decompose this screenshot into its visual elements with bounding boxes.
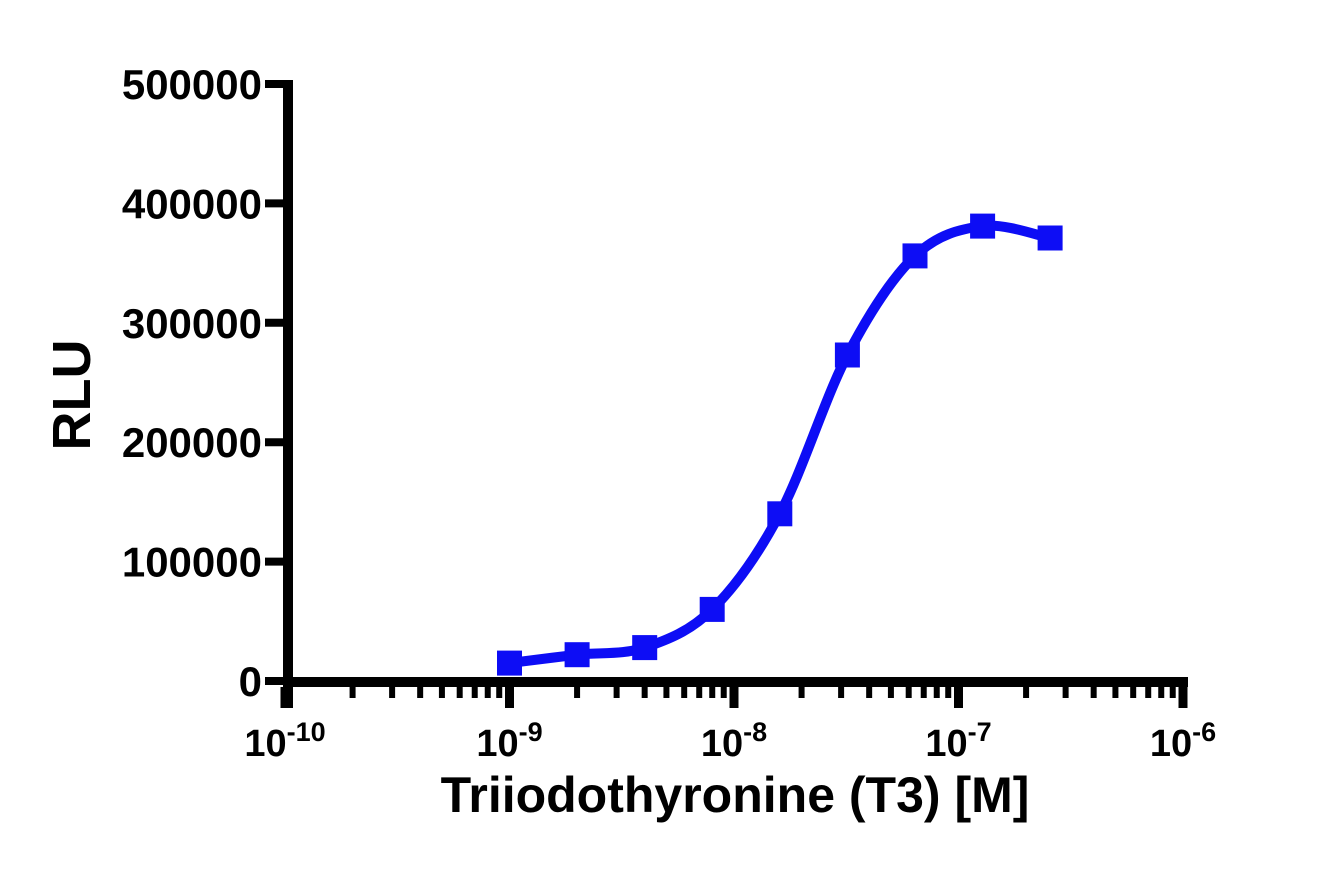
- x-tick-label: 10-8: [701, 717, 767, 765]
- fit-curve: [504, 220, 1056, 669]
- data-point-marker: [834, 342, 860, 368]
- x-axis-title: Triiodothyronine (T3) [M]: [441, 767, 1030, 823]
- x-tick-exponent: -8: [743, 717, 767, 747]
- x-tick-label: 10-7: [925, 717, 991, 765]
- y-tick-label: 100000: [122, 539, 262, 586]
- axes: [283, 80, 1188, 708]
- data-point-marker: [902, 243, 928, 269]
- data-point-marker: [632, 635, 658, 661]
- y-tick-label: 400000: [122, 180, 262, 227]
- y-axis-title: RLU: [42, 340, 102, 451]
- x-tick-exponent: -10: [287, 717, 326, 747]
- y-tick-label: 200000: [122, 419, 262, 466]
- y-axis-tick-labels: 0 100000 200000 300000 400000 500000: [122, 61, 262, 705]
- data-series: [497, 213, 1063, 676]
- x-tick-label: 10-10: [244, 717, 325, 765]
- x-tick-label: 10-6: [1150, 717, 1216, 765]
- y-tick-label: 0: [239, 658, 262, 705]
- x-tick-exponent: -9: [519, 717, 543, 747]
- y-tick-label: 300000: [122, 300, 262, 347]
- y-tick-label: 500000: [122, 61, 262, 108]
- data-point-marker: [699, 596, 725, 622]
- x-axis-ticks: [280, 687, 1188, 708]
- x-axis-tick-labels: 10-10 10-9 10-8 10-7 10-6: [244, 717, 1216, 765]
- data-point-marker: [564, 642, 590, 668]
- data-point-marker: [1037, 225, 1063, 251]
- data-point-marker: [970, 213, 996, 239]
- x-tick-exponent: -7: [968, 717, 992, 747]
- data-point-marker: [497, 650, 522, 676]
- data-point-marker: [767, 501, 793, 527]
- y-axis-ticks: [265, 80, 283, 685]
- x-tick-label: 10-9: [476, 717, 542, 765]
- x-tick-exponent: -6: [1192, 717, 1216, 747]
